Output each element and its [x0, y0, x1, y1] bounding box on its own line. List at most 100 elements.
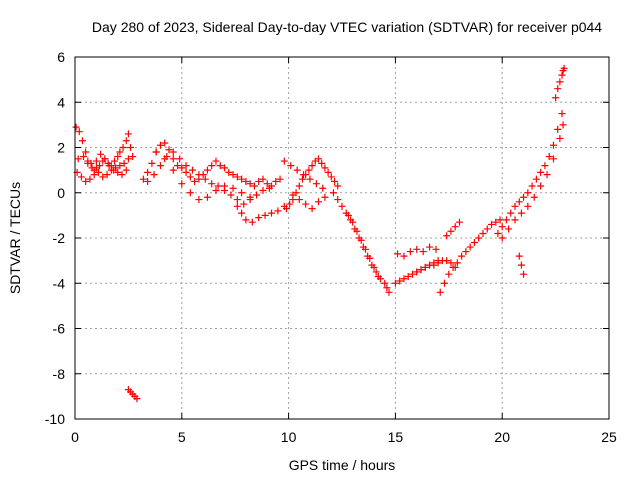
data-point — [99, 173, 107, 181]
data-point — [334, 182, 342, 190]
y-tick-label: -2 — [53, 230, 66, 246]
data-point — [391, 279, 399, 287]
data-point — [344, 211, 352, 219]
data-point — [466, 243, 474, 251]
data-point — [505, 225, 513, 233]
data-point — [221, 182, 229, 190]
data-point — [280, 157, 288, 165]
data-point — [96, 162, 104, 170]
data-point — [554, 125, 562, 133]
data-point — [111, 157, 119, 165]
data-point — [372, 268, 380, 276]
data-point — [447, 259, 455, 267]
data-point — [318, 159, 326, 167]
data-point — [238, 209, 246, 217]
data-point — [156, 162, 164, 170]
data-point — [161, 139, 169, 147]
data-point — [554, 85, 562, 93]
data-point — [165, 146, 173, 154]
data-point — [353, 227, 361, 235]
data-point — [549, 155, 557, 163]
data-point — [208, 162, 216, 170]
data-point — [212, 186, 220, 194]
data-point — [312, 180, 320, 188]
data-point — [421, 263, 429, 271]
data-point — [327, 173, 335, 181]
data-point — [496, 216, 504, 224]
y-tick-label: -8 — [53, 366, 66, 382]
data-point — [321, 164, 329, 172]
data-point — [470, 239, 478, 247]
data-point — [289, 191, 297, 199]
data-point — [109, 166, 117, 174]
y-tick-label: -6 — [53, 321, 66, 337]
data-point — [186, 173, 194, 181]
data-point — [238, 189, 246, 197]
data-point — [119, 144, 127, 151]
data-point — [188, 166, 196, 174]
data-point — [374, 272, 382, 280]
data-point — [214, 182, 222, 190]
data-point — [253, 191, 261, 199]
data-point — [517, 209, 525, 217]
data-point — [116, 148, 124, 156]
x-axis-label: GPS time / hours — [289, 457, 396, 473]
data-point — [124, 155, 132, 163]
data-point — [129, 153, 137, 161]
data-point — [186, 189, 194, 197]
data-point — [118, 171, 126, 179]
data-point — [406, 248, 414, 256]
data-point — [419, 248, 427, 256]
data-point — [357, 236, 365, 244]
data-point — [116, 162, 124, 170]
data-point — [462, 248, 470, 256]
data-point — [90, 171, 98, 179]
data-point — [246, 180, 254, 188]
data-point — [242, 216, 250, 224]
data-point — [556, 78, 564, 86]
data-point — [502, 216, 510, 224]
data-point — [208, 180, 216, 188]
data-point — [114, 153, 122, 161]
data-point — [203, 193, 211, 201]
data-point — [225, 168, 233, 176]
data-point — [72, 123, 80, 131]
data-point — [88, 164, 96, 172]
data-point — [82, 177, 90, 185]
data-point — [483, 225, 491, 233]
data-point — [560, 64, 568, 72]
data-point — [255, 177, 263, 185]
data-point — [417, 266, 425, 274]
data-point — [334, 196, 342, 204]
data-point — [242, 177, 250, 185]
data-point — [443, 257, 451, 265]
data-point — [449, 263, 457, 271]
data-point — [305, 166, 313, 174]
data-point — [105, 162, 113, 170]
data-point — [114, 168, 122, 176]
data-point — [434, 257, 442, 265]
data-markers — [72, 64, 568, 403]
data-point — [520, 193, 528, 201]
data-point — [528, 182, 536, 190]
data-point — [396, 277, 404, 285]
data-point — [441, 279, 449, 287]
data-point — [227, 191, 235, 199]
data-point — [426, 243, 434, 251]
data-point — [315, 198, 323, 206]
data-point — [408, 270, 416, 278]
data-point — [552, 94, 560, 102]
data-point — [385, 288, 393, 296]
data-point — [498, 223, 506, 231]
data-point — [475, 234, 483, 242]
data-point — [524, 189, 532, 197]
data-point — [122, 166, 130, 174]
data-point — [120, 159, 128, 167]
data-point — [178, 180, 186, 188]
chart-title: Day 280 of 2023, Sidereal Day-to-day VTE… — [92, 19, 602, 35]
data-point — [545, 153, 553, 161]
data-point — [381, 279, 389, 287]
data-point — [507, 209, 515, 217]
data-point — [556, 134, 564, 142]
data-point — [259, 175, 267, 183]
